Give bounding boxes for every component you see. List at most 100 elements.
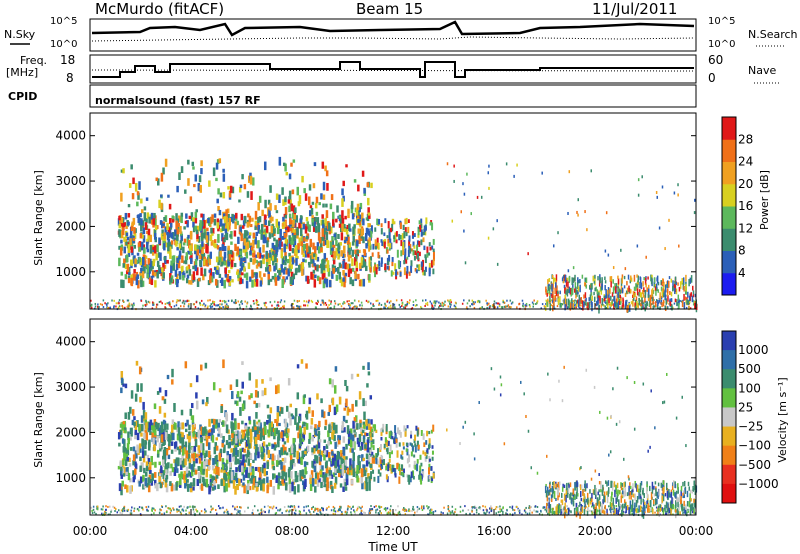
power-echo	[607, 253, 610, 257]
velocity-echo	[323, 474, 326, 482]
power-echo	[237, 248, 241, 256]
power-echo	[367, 207, 370, 215]
power-echo	[185, 300, 187, 303]
velocity-echo	[346, 406, 350, 416]
power-echo	[115, 305, 117, 308]
power-echo	[138, 246, 141, 252]
power-echo	[129, 226, 133, 236]
velocity-echo	[272, 505, 275, 508]
power-echo	[239, 250, 242, 256]
power-echo	[412, 300, 415, 303]
velocity-echo	[672, 513, 674, 516]
power-echo	[567, 269, 570, 273]
power-echo	[577, 198, 580, 202]
velocity-echo	[367, 418, 370, 424]
power-echo	[326, 262, 330, 272]
power-echo	[170, 264, 173, 274]
velocity-echo	[167, 454, 171, 460]
velocity-echo	[158, 481, 162, 485]
velocity-echo	[482, 509, 485, 512]
power-echo	[398, 234, 401, 240]
velocity-echo	[367, 362, 370, 371]
power-echo	[583, 294, 585, 299]
power-echo	[208, 180, 211, 187]
power-echo	[280, 247, 284, 252]
power-echo	[302, 258, 305, 263]
velocity-echo	[272, 428, 275, 433]
velocity-echo	[135, 360, 139, 366]
velocity-echo	[411, 445, 414, 451]
power-echo	[291, 189, 295, 195]
power-echo	[673, 283, 676, 288]
velocity-echo	[394, 432, 397, 437]
power-echo	[159, 252, 162, 261]
velocity-echo	[390, 450, 393, 455]
power-echo	[242, 225, 245, 229]
velocity-echo	[268, 442, 271, 447]
velocity-echo	[251, 511, 254, 514]
power-colorbar-swatch	[722, 183, 736, 207]
velocity-echo	[365, 423, 369, 430]
power-echo	[694, 293, 697, 298]
power-echo	[145, 218, 148, 223]
velocity-echo	[200, 483, 204, 491]
power-echo	[210, 227, 213, 234]
velocity-echo	[547, 512, 549, 515]
power-echo	[491, 305, 494, 308]
power-echo	[582, 300, 584, 303]
power-echo	[423, 269, 426, 276]
power-echo	[682, 282, 685, 290]
velocity-echo	[236, 400, 239, 406]
velocity-echo	[351, 448, 354, 453]
velocity-echo	[145, 464, 149, 472]
velocity-echo	[360, 475, 363, 484]
power-echo	[297, 307, 299, 310]
velocity-echo	[144, 450, 147, 456]
velocity-echo	[140, 432, 143, 437]
velocity-echo	[280, 431, 283, 439]
power-echo	[120, 271, 124, 276]
power-echo	[604, 249, 607, 253]
velocity-echo	[386, 447, 389, 455]
velocity-echo	[336, 469, 340, 474]
freq-trace	[92, 61, 694, 78]
power-echo	[339, 242, 343, 246]
velocity-echo	[403, 425, 406, 432]
power-echo	[576, 210, 578, 214]
velocity-echo	[130, 390, 134, 399]
velocity-echo	[364, 480, 367, 490]
power-echo	[217, 233, 220, 243]
power-echo	[300, 241, 304, 247]
power-echo	[177, 307, 180, 310]
power-echo	[230, 241, 233, 245]
power-echo	[346, 224, 349, 229]
power-echo	[255, 254, 258, 258]
velocity-echo	[139, 456, 142, 462]
power-echo	[376, 299, 379, 302]
power-echo	[294, 245, 298, 255]
power-echo	[524, 305, 527, 308]
power-echo	[565, 279, 568, 287]
velocity-echo	[404, 513, 407, 516]
power-echo	[200, 267, 203, 276]
power-echo	[637, 275, 640, 283]
velocity-echo	[447, 505, 450, 508]
power-echo	[272, 251, 275, 256]
velocity-echo	[214, 442, 217, 448]
power-echo	[200, 232, 204, 242]
velocity-echo	[310, 470, 314, 479]
velocity-echo	[270, 506, 272, 509]
power-echo	[337, 244, 340, 252]
velocity-echo	[328, 424, 331, 433]
power-echo	[637, 178, 640, 182]
velocity-echo	[296, 422, 300, 430]
velocity-echo	[394, 473, 397, 478]
power-echo	[197, 307, 200, 310]
velocity-echo	[225, 466, 228, 471]
velocity-echo	[606, 513, 609, 516]
velocity-echo	[154, 429, 157, 436]
power-echo	[579, 278, 581, 284]
velocity-echo	[232, 452, 235, 462]
velocity-echo	[262, 483, 265, 492]
power-echo	[361, 212, 364, 217]
